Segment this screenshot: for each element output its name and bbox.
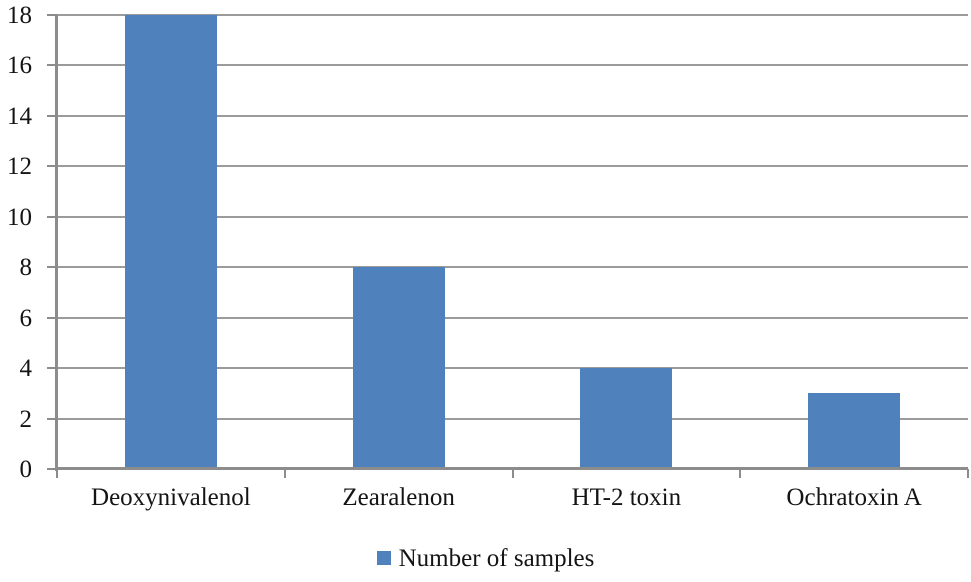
x-axis-tick <box>967 469 969 478</box>
y-axis-tick <box>47 64 58 67</box>
y-axis-tick <box>47 316 58 319</box>
legend-swatch-icon <box>376 551 391 565</box>
bar-zearalenon <box>352 267 445 469</box>
gridline <box>57 316 968 319</box>
y-axis-tick-label: 4 <box>19 355 33 383</box>
x-axis-tick <box>283 469 286 478</box>
y-axis-tick-label: 6 <box>19 304 33 332</box>
y-axis-tick-label: 18 <box>7 2 32 29</box>
y-axis-tick-label: 0 <box>19 456 33 483</box>
y-axis-tick <box>47 14 58 16</box>
y-axis-tick <box>47 417 58 420</box>
y-axis-tick <box>47 165 58 168</box>
y-axis-line <box>55 15 58 471</box>
y-axis-tick-label: 14 <box>7 102 32 130</box>
y-axis-tick-label: 2 <box>19 405 33 433</box>
y-axis-tick <box>47 468 58 470</box>
x-axis-category-label: Ochratoxin A <box>786 484 922 511</box>
bar-ht-2-toxin <box>580 368 673 469</box>
x-axis-tick <box>56 469 58 478</box>
gridline <box>57 114 968 117</box>
x-axis-line <box>55 467 968 470</box>
gridline <box>57 64 968 67</box>
gridline <box>57 367 968 370</box>
gridline <box>57 14 968 16</box>
y-axis-tick-label: 8 <box>19 254 33 282</box>
y-axis-tick <box>47 215 58 218</box>
y-axis-tick-label: 16 <box>7 52 32 80</box>
bar-ochratoxin-a <box>808 393 901 469</box>
legend: Number of samples <box>0 543 971 573</box>
y-axis-tick-label: 10 <box>7 203 32 231</box>
x-axis-category-label: HT-2 toxin <box>571 484 682 511</box>
y-axis-tick <box>47 114 58 117</box>
gridline <box>57 215 968 218</box>
gridline <box>57 266 968 269</box>
x-axis-category-label: Deoxynivalenol <box>91 484 251 511</box>
y-axis-tick-label: 12 <box>7 153 32 181</box>
x-axis-tick <box>511 469 514 478</box>
bar-deoxynivalenol <box>124 15 217 469</box>
y-axis-tick <box>47 266 58 269</box>
gridline <box>57 417 968 420</box>
legend-label: Number of samples <box>398 544 595 572</box>
y-axis-tick <box>47 367 58 370</box>
gridline <box>57 165 968 168</box>
x-axis-category-label: Zearalenon <box>342 484 455 511</box>
x-axis-tick <box>739 469 742 478</box>
